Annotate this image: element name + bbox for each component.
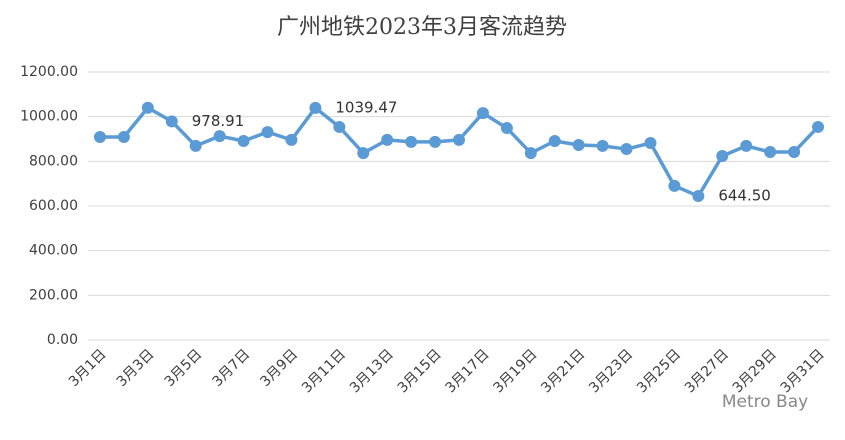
point [213, 130, 226, 143]
point [740, 139, 753, 152]
point [500, 122, 513, 135]
x-tick-label: 3月29日 [730, 346, 780, 396]
x-tick-label: 3月17日 [443, 346, 493, 396]
y-tick-label: 200.00 [29, 287, 78, 303]
point [453, 133, 465, 146]
point [524, 147, 537, 160]
point [716, 149, 729, 162]
y-tick-label: 800.00 [29, 153, 78, 169]
point [429, 135, 442, 148]
x-tick-label: 3月27日 [682, 346, 732, 396]
y-tick-label: 600.00 [29, 198, 78, 214]
point [548, 135, 561, 148]
point [189, 139, 202, 152]
point [812, 120, 825, 133]
point [117, 130, 130, 143]
y-tick-label: 1200.00 [20, 64, 78, 80]
point [668, 179, 681, 192]
y-tick-label: 1000.00 [20, 109, 78, 125]
x-tick-label: 3月11日 [299, 346, 349, 396]
x-tick-label: 3月31日 [778, 346, 828, 396]
x-tick-label: 3月13日 [347, 346, 397, 396]
y-tick-label: 400.00 [29, 243, 78, 259]
x-tick-label: 3月23日 [586, 346, 636, 396]
watermark: Metro Bay [722, 392, 808, 412]
data-label: 644.50 [718, 187, 771, 205]
x-tick-label: 3月15日 [395, 346, 445, 396]
x-tick-label: 3月7日 [210, 346, 254, 390]
data-label: 978.91 [192, 112, 245, 130]
point [644, 137, 657, 150]
point [333, 120, 346, 133]
point [357, 147, 370, 160]
point [620, 143, 633, 156]
chart-title: 广州地铁2023年3月客流趋势 [277, 15, 567, 40]
x-tick-label: 3月5日 [162, 346, 206, 390]
point [261, 126, 274, 139]
point [285, 133, 298, 146]
point [596, 139, 609, 152]
point [237, 135, 250, 148]
data-label: 1039.47 [335, 98, 397, 116]
point [141, 101, 154, 114]
x-tick-label: 3月19日 [490, 346, 540, 396]
x-tick-label: 3月3日 [114, 346, 158, 390]
x-tick-label: 3月21日 [538, 346, 588, 396]
point [165, 115, 178, 128]
point [93, 130, 106, 143]
y-tick-label: 0.00 [47, 332, 78, 348]
point [572, 139, 585, 152]
point [764, 145, 777, 158]
point [788, 145, 801, 158]
x-tick-label: 3月9日 [257, 346, 301, 390]
point [381, 133, 394, 146]
point [405, 135, 418, 148]
point [692, 190, 705, 203]
point [309, 101, 322, 114]
point [476, 107, 489, 120]
x-tick-label: 3月1日 [66, 346, 110, 390]
x-tick-label: 3月25日 [634, 346, 684, 396]
